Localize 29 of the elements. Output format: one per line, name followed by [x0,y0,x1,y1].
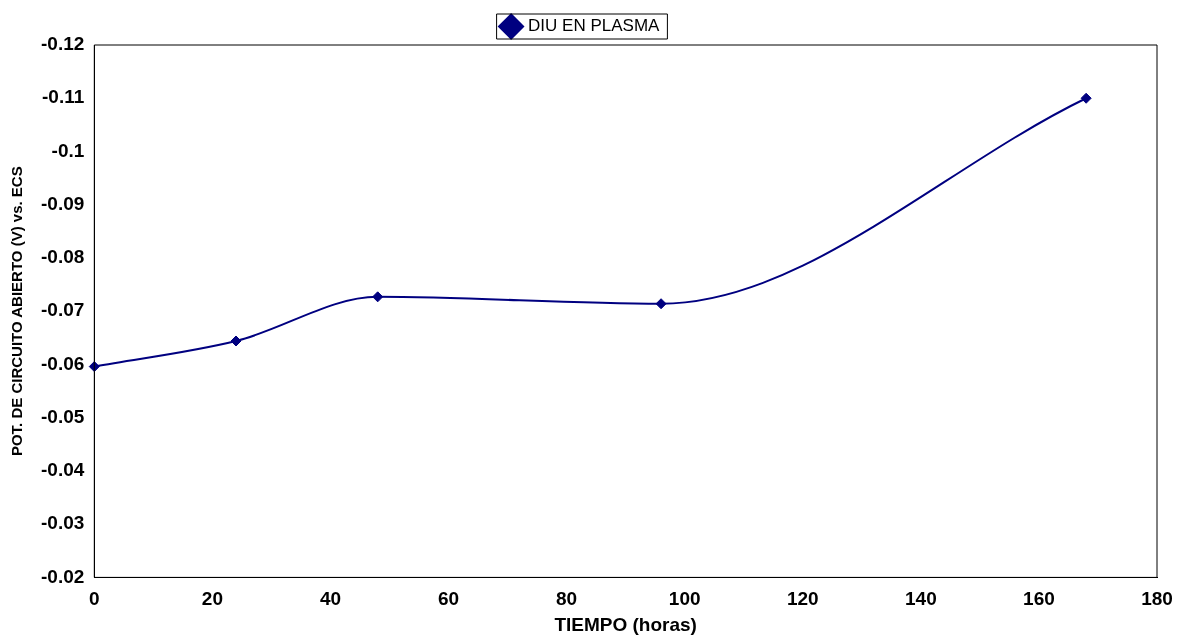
x-tick-label: 40 [319,588,342,610]
x-tick-label: 180 [1141,588,1173,610]
y-tick-label: -0.08 [40,246,85,268]
point [230,335,242,347]
y-tick-label: -0.04 [40,459,85,481]
point [88,361,100,373]
x-axis-title: TIEMPO (horas) [554,613,697,635]
x-tick-label: 100 [668,588,701,610]
x-tick-label: 0 [89,588,100,610]
y-tick-label: -0.11 [42,86,85,108]
y-tick-label: -0.12 [40,33,85,55]
x-tick-label: 60 [437,588,460,610]
y-tick-label: -0.07 [40,299,85,321]
y-tick-label: -0.03 [40,512,85,534]
point [655,298,667,310]
x-tick-label: 160 [1023,588,1055,610]
y-tick-label: -0.06 [40,352,85,374]
y-tick-label: -0.05 [40,405,85,427]
y-tick-label: -0.02 [40,565,85,587]
legend-label: DIU EN PLASMA [528,16,661,36]
y-tick-label: -0.09 [40,192,85,214]
x-tick-label: 140 [904,588,937,610]
x-tick-label: 120 [786,588,819,610]
y-tick-label: -0.1 [51,139,85,161]
y-axis-title: POT. DE CIRCUITO ABIERTO (V) vs. ECS [8,166,26,457]
point [1080,92,1092,104]
x-tick-label: 20 [201,588,223,610]
point [372,291,384,303]
x-tick-label: 80 [556,588,578,610]
